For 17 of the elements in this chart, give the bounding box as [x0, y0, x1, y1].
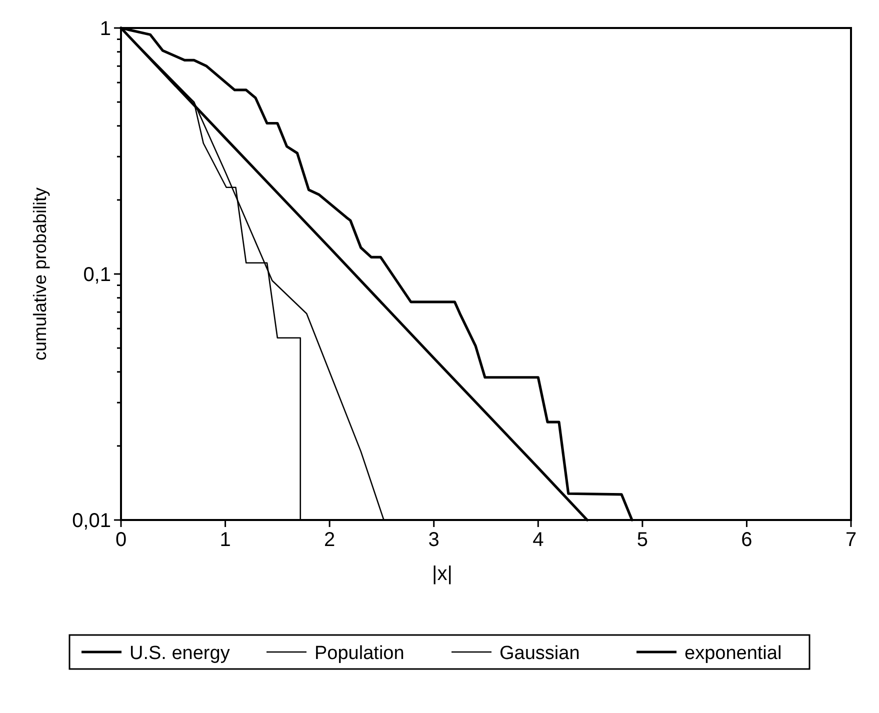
x-tick-label: 4 [532, 529, 544, 551]
y-tick-label: 0,01 [72, 510, 111, 532]
x-tick-label: 2 [324, 529, 336, 551]
x-tick-label: 0 [115, 529, 127, 551]
y-tick-label: 0,1 [83, 264, 111, 286]
legend-label: U.S. energy [130, 643, 230, 664]
legend-label: Gaussian [500, 643, 580, 664]
x-axis-title: |x| [432, 563, 452, 585]
x-tick-label: 6 [741, 529, 752, 551]
y-tick-label: 1 [100, 18, 111, 40]
x-tick-label: 5 [636, 529, 648, 551]
x-tick-label: 1 [220, 529, 231, 551]
y-axis-title: cumulative probability [30, 187, 50, 361]
legend-label: Population [314, 643, 404, 664]
legend-label: exponential [684, 643, 782, 664]
x-tick-label: 3 [428, 529, 440, 551]
x-tick-label: 7 [845, 529, 857, 551]
